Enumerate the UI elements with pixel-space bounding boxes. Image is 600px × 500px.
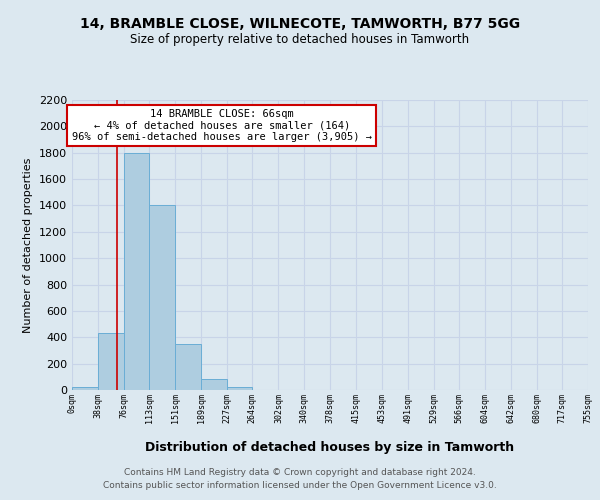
Y-axis label: Number of detached properties: Number of detached properties: [23, 158, 34, 332]
Text: 14, BRAMBLE CLOSE, WILNECOTE, TAMWORTH, B77 5GG: 14, BRAMBLE CLOSE, WILNECOTE, TAMWORTH, …: [80, 18, 520, 32]
Bar: [124, 152, 149, 390]
Text: Size of property relative to detached houses in Tamworth: Size of property relative to detached ho…: [130, 32, 470, 46]
Bar: [201, 380, 227, 390]
Bar: [227, 386, 253, 390]
Bar: [98, 334, 124, 390]
Text: Distribution of detached houses by size in Tamworth: Distribution of detached houses by size …: [145, 441, 515, 454]
Bar: [175, 344, 201, 390]
Text: Contains public sector information licensed under the Open Government Licence v3: Contains public sector information licen…: [103, 480, 497, 490]
Text: Contains HM Land Registry data © Crown copyright and database right 2024.: Contains HM Land Registry data © Crown c…: [124, 468, 476, 477]
Bar: [72, 388, 98, 390]
Text: 14 BRAMBLE CLOSE: 66sqm
← 4% of detached houses are smaller (164)
96% of semi-de: 14 BRAMBLE CLOSE: 66sqm ← 4% of detached…: [71, 108, 371, 142]
Bar: [149, 206, 175, 390]
